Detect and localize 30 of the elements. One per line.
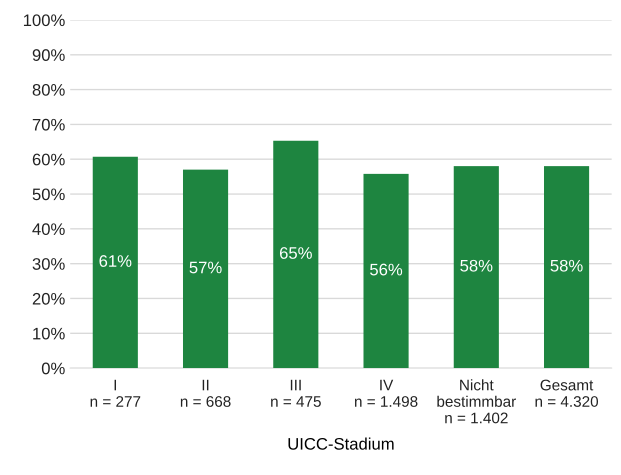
- data-label: 58%: [460, 260, 492, 272]
- data-label: 56%: [370, 264, 402, 276]
- data-label: 61%: [99, 255, 132, 267]
- y-tick-label: 10%: [33, 328, 65, 340]
- x-tick-label: Gesamt n = 4.320: [536, 380, 598, 407]
- bar: [92, 156, 138, 368]
- y-tick-label: 80%: [32, 84, 65, 96]
- y-tick-label: 20%: [32, 292, 65, 305]
- data-label: 58%: [550, 260, 583, 272]
- y-tick-label: 50%: [32, 188, 65, 200]
- x-tick-label: Nicht bestimmbar n = 1.402: [437, 379, 516, 424]
- y-tick-label: 90%: [32, 49, 65, 61]
- bar: [182, 170, 228, 368]
- data-label: 57%: [190, 262, 222, 274]
- y-tick-label: 100%: [24, 14, 65, 26]
- y-tick-label: 60%: [32, 154, 65, 166]
- y-tick-label: 0%: [42, 362, 65, 374]
- x-tick-label: I n = 277: [90, 380, 140, 407]
- x-axis-title: UICC-Stadium: [288, 438, 394, 450]
- data-label: 65%: [280, 247, 312, 259]
- bar: [454, 166, 499, 368]
- x-tick-label: III n = 475: [271, 380, 321, 407]
- x-tick-label: IV n = 1.498: [355, 380, 418, 407]
- x-tick-label: II n = 668: [180, 380, 231, 407]
- bar: [273, 140, 318, 368]
- bar: [544, 166, 590, 368]
- y-tick-label: 40%: [32, 223, 65, 236]
- y-tick-label: 30%: [32, 258, 65, 270]
- y-tick-label: 70%: [32, 118, 65, 131]
- bar: [363, 174, 409, 368]
